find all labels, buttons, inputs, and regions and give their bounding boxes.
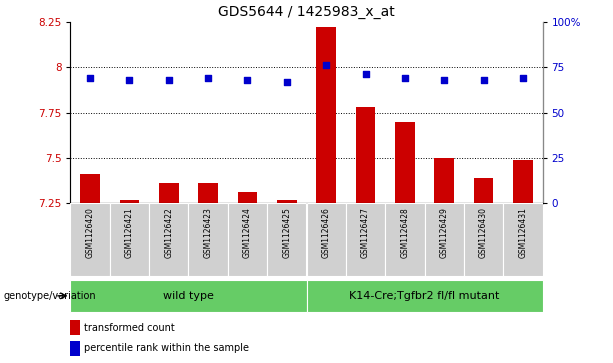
Title: GDS5644 / 1425983_x_at: GDS5644 / 1425983_x_at [218,5,395,19]
Text: GSM1126425: GSM1126425 [283,207,291,258]
Bar [356,107,375,203]
Bar [70,340,80,356]
Point [282,79,292,85]
Bar [238,192,257,203]
Bar [189,203,228,276]
Text: GSM1126423: GSM1126423 [204,207,213,258]
Bar [277,200,297,203]
Text: percentile rank within the sample: percentile rank within the sample [85,343,249,354]
Bar [424,203,464,276]
Text: GSM1126424: GSM1126424 [243,207,252,258]
Bar [149,203,189,276]
Bar [306,203,346,276]
Text: transformed count: transformed count [85,323,175,333]
Text: GSM1126420: GSM1126420 [86,207,94,258]
Text: GSM1126431: GSM1126431 [519,207,527,258]
Text: K14-Cre;Tgfbr2 fl/fl mutant: K14-Cre;Tgfbr2 fl/fl mutant [349,291,500,301]
Text: GSM1126427: GSM1126427 [361,207,370,258]
Bar [80,174,100,203]
Bar [346,203,385,276]
Bar [228,203,267,276]
Point [400,75,409,81]
Point [164,77,173,83]
Text: wild type: wild type [163,291,214,301]
Text: GSM1126426: GSM1126426 [322,207,330,258]
Point [124,77,134,83]
Bar [70,203,110,276]
Bar [316,27,336,203]
Text: GSM1126428: GSM1126428 [400,207,409,258]
Point [321,62,331,68]
Bar [503,203,543,276]
Bar [110,203,149,276]
Bar [513,160,533,203]
Bar [395,122,414,203]
Bar [70,280,306,312]
Point [518,75,528,81]
Bar [385,203,424,276]
Bar [464,203,503,276]
Point [479,77,489,83]
Bar [199,183,218,203]
Bar [120,200,139,203]
Text: GSM1126422: GSM1126422 [164,207,173,258]
Point [243,77,253,83]
Point [360,72,370,77]
Bar [70,320,80,335]
Text: GSM1126429: GSM1126429 [440,207,449,258]
Bar [267,203,306,276]
Point [440,77,449,83]
Bar [159,183,178,203]
Bar [306,280,543,312]
Point [85,75,95,81]
Text: GSM1126421: GSM1126421 [125,207,134,258]
Bar [435,158,454,203]
Point [204,75,213,81]
Text: genotype/variation: genotype/variation [3,291,96,301]
Text: GSM1126430: GSM1126430 [479,207,488,258]
Bar [474,178,493,203]
